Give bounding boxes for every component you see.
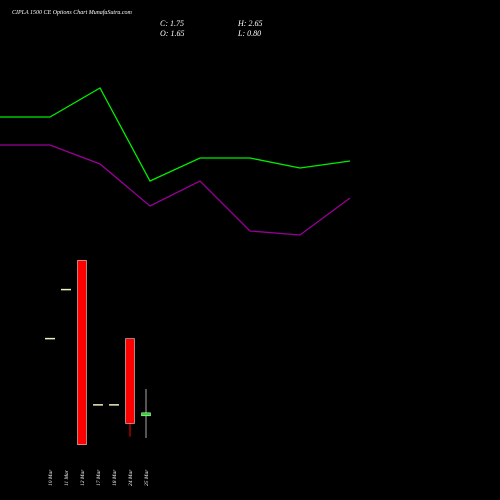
x-tick-label: 17 Mar bbox=[96, 469, 102, 486]
x-tick-label: 10 Mar bbox=[48, 469, 54, 486]
candle-body bbox=[77, 260, 87, 445]
close-label: C: 1.75 bbox=[160, 19, 184, 28]
x-tick-label: 18 Mar bbox=[112, 469, 118, 486]
x-tick-label: 25 Mar bbox=[144, 469, 150, 486]
x-tick-label: 11 Mar bbox=[64, 469, 70, 486]
candle-body bbox=[141, 412, 151, 417]
indicator-line bbox=[0, 87, 351, 182]
chart-title: CIPLA 1500 CE Options Chart MunafaSutra.… bbox=[12, 9, 133, 16]
candle-body bbox=[125, 338, 135, 424]
x-tick-label: 24 Mar bbox=[127, 469, 134, 486]
x-tick-label: 12 Mar bbox=[80, 469, 86, 486]
high-label: H: 2.65 bbox=[237, 19, 262, 28]
indicator-line bbox=[0, 144, 351, 236]
open-label: O: 1.65 bbox=[160, 29, 184, 38]
low-label: L: 0.80 bbox=[237, 29, 261, 38]
